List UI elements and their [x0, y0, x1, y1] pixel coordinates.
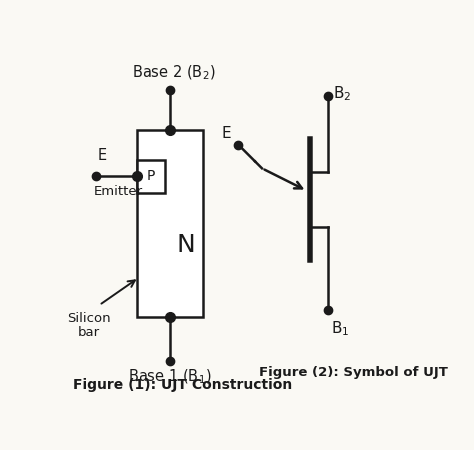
Text: Figure (2): Symbol of UJT: Figure (2): Symbol of UJT: [258, 366, 447, 379]
Text: E: E: [97, 148, 107, 163]
Bar: [137, 160, 165, 193]
Text: bar: bar: [78, 326, 100, 339]
Text: B$_1$: B$_1$: [331, 319, 350, 338]
Text: Figure (1): UJT Construction: Figure (1): UJT Construction: [73, 378, 292, 392]
Text: E: E: [222, 126, 231, 141]
Text: Base 2 (B$_2$): Base 2 (B$_2$): [132, 63, 215, 82]
Text: Base 1 (B$_1$): Base 1 (B$_1$): [128, 368, 212, 386]
Text: B$_2$: B$_2$: [333, 85, 351, 103]
Bar: [137, 130, 203, 317]
Text: Emitter: Emitter: [94, 184, 143, 198]
Text: P: P: [147, 169, 155, 183]
Text: Silicon: Silicon: [67, 312, 110, 325]
Text: N: N: [176, 233, 195, 256]
